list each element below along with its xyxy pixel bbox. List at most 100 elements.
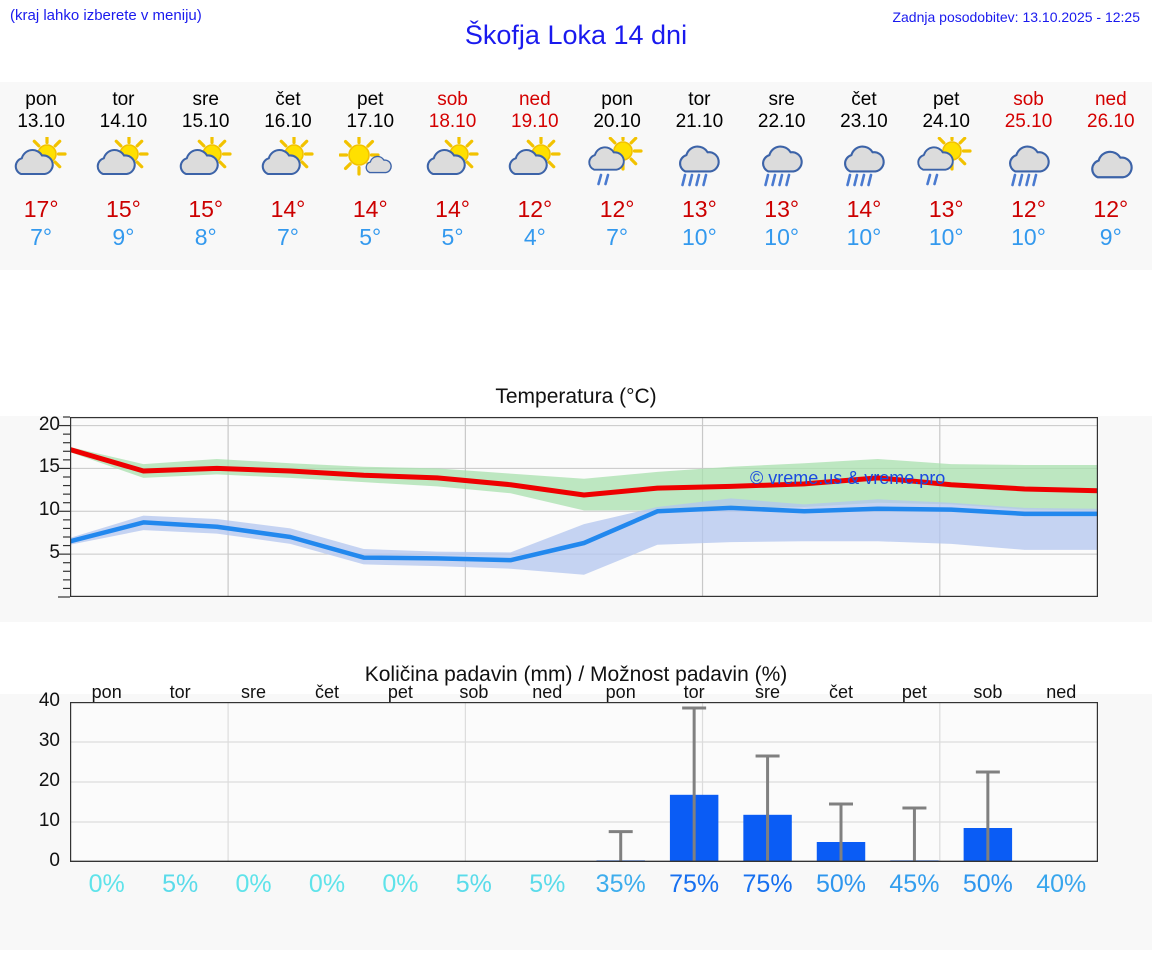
precipitation-x-tick: sre	[241, 682, 267, 702]
forecast-day-tmax: 12°	[1093, 196, 1129, 222]
precipitation-x-tick: sob	[973, 682, 1003, 702]
forecast-day-tmin: 10°	[1011, 224, 1046, 250]
temperature-chart: Temperatura (°C) 5 10 15 20 © vreme.us & vre…	[0, 382, 1152, 622]
forecast-day-tmax: 12°	[1011, 196, 1046, 222]
forecast-day-date: 19.10	[511, 111, 559, 132]
forecast-day-column[interactable]: pet 24.10 13° 10°	[905, 82, 987, 270]
forecast-day-tmax: 14°	[846, 196, 882, 222]
precipitation-probability-label: 0%	[382, 870, 419, 898]
forecast-day-tmax: 13°	[928, 196, 964, 222]
daily-forecast-strip: pon 13.10 17° 7° tor 14.10 15° 9° sre 15.10 15° 8° č…	[0, 82, 1152, 270]
forecast-day-tmax: 12°	[599, 196, 635, 222]
forecast-day-column[interactable]: ned 19.10 12° 4°	[494, 82, 576, 270]
cloud-rain-icon	[751, 137, 813, 187]
forecast-day-column[interactable]: sob 25.10 12° 10°	[987, 82, 1069, 270]
forecast-day-tmin: 8°	[194, 224, 217, 250]
sun-behind-cloud-icon	[504, 137, 566, 187]
precipitation-probability-label: 5%	[162, 870, 199, 898]
forecast-day-tmin: 10°	[764, 224, 800, 250]
forecast-day-name: pet	[933, 89, 960, 110]
forecast-day-name: sob	[1013, 89, 1044, 110]
forecast-day-date: 24.10	[922, 111, 970, 132]
cloud-rain-icon	[668, 137, 730, 187]
precipitation-probability-label: 45%	[889, 870, 940, 898]
forecast-day-column[interactable]: pon 13.10 17° 7°	[0, 82, 82, 270]
precipitation-plot-area	[69, 701, 1099, 863]
precipitation-x-tick: tor	[683, 682, 705, 702]
forecast-day-date: 23.10	[840, 111, 888, 132]
forecast-day-tmax: 13°	[682, 196, 717, 222]
forecast-day-tmax: 12°	[517, 196, 553, 222]
forecast-day-column[interactable]: sob 18.10 14° 5°	[411, 82, 493, 270]
page-header: (kraj lahko izberete v meniju) Škofja Lo…	[0, 0, 1152, 72]
forecast-day-column[interactable]: čet 23.10 14° 10°	[823, 82, 905, 270]
precipitation-x-tick: ned	[532, 682, 563, 702]
precipitation-y-tick: 20	[38, 770, 60, 791]
precipitation-probability-label: 40%	[1036, 870, 1087, 898]
precipitation-chart-title: Količina padavin (mm) / Možnost padavin …	[0, 660, 1152, 694]
precipitation-x-tick: pet	[901, 682, 927, 702]
forecast-day-date: 16.10	[264, 111, 312, 132]
forecast-day-column[interactable]: sre 15.10 15° 8°	[165, 82, 247, 270]
forecast-day-date: 14.10	[99, 111, 148, 132]
temperature-plot-svg	[67, 416, 1101, 598]
forecast-day-column[interactable]: tor 14.10 15° 9°	[82, 82, 164, 270]
forecast-day-tmax: 14°	[435, 196, 470, 222]
forecast-day-column[interactable]: pon 20.10 12° 7°	[576, 82, 658, 270]
last-updated-label: Zadnja posodobitev: 13.10.2025 - 12:25	[892, 9, 1140, 25]
precipitation-probability-label: 75%	[669, 870, 720, 898]
precipitation-probability-label: 50%	[815, 870, 867, 898]
precipitation-y-tick: 0	[49, 850, 60, 871]
precipitation-x-tick: čet	[828, 682, 853, 702]
cloud-rain-icon	[833, 137, 895, 187]
sun-behind-cloud-icon	[422, 137, 484, 187]
cloud-icon	[1080, 137, 1142, 187]
forecast-day-name: ned	[518, 89, 551, 110]
temperature-y-tick: 10	[38, 499, 60, 521]
precipitation-plot-svg	[69, 701, 1099, 863]
precipitation-x-tick: pon	[91, 682, 122, 702]
forecast-day-tmin: 7°	[30, 224, 53, 250]
forecast-day-name: tor	[688, 89, 711, 110]
forecast-day-date: 15.10	[181, 111, 230, 132]
precipitation-y-tick: 30	[38, 730, 60, 751]
copyright-annotation: © vreme.us & vreme.pro	[750, 468, 946, 488]
precipitation-x-tick: pon	[605, 682, 636, 702]
forecast-day-column[interactable]: tor 21.10 13° 10°	[658, 82, 740, 270]
precipitation-x-tick: sre	[755, 682, 781, 702]
temperature-y-tick: 5	[49, 542, 60, 564]
forecast-day-date: 26.10	[1087, 111, 1135, 132]
forecast-day-tmin: 5°	[441, 224, 464, 250]
sun-behind-cloud-light-rain-icon	[586, 137, 648, 187]
forecast-day-tmax: 14°	[270, 196, 306, 222]
forecast-day-column[interactable]: sre 22.10 13° 10°	[741, 82, 823, 270]
forecast-day-tmin: 7°	[606, 224, 629, 250]
forecast-day-name: ned	[1094, 89, 1127, 110]
forecast-day-tmin: 10°	[682, 224, 717, 250]
forecast-day-name: sre	[192, 89, 219, 110]
sun-behind-cloud-icon	[10, 137, 72, 187]
forecast-day-column[interactable]: ned 26.10 12° 9°	[1070, 82, 1152, 270]
forecast-day-date: 22.10	[757, 111, 806, 132]
precipitation-y-tick: 40	[38, 690, 60, 711]
forecast-day-tmax: 15°	[188, 196, 224, 222]
cloud-rain-icon	[998, 137, 1060, 187]
sun-behind-cloud-icon	[92, 137, 154, 187]
forecast-day-tmax: 17°	[23, 196, 59, 222]
precipitation-y-tick: 10	[38, 810, 60, 831]
forecast-day-column[interactable]: čet 16.10 14° 7°	[247, 82, 329, 270]
forecast-day-date: 13.10	[17, 111, 65, 132]
forecast-day-tmin: 7°	[276, 224, 299, 250]
forecast-day-name: pon	[601, 89, 633, 110]
forecast-day-column[interactable]: pet 17.10 14° 5°	[329, 82, 411, 270]
precipitation-probability-label: 75%	[742, 870, 793, 898]
temperature-y-tick: 20	[38, 413, 60, 435]
forecast-day-date: 21.10	[675, 111, 724, 132]
precipitation-probability-label: 35%	[595, 870, 646, 898]
precipitation-x-tick: pet	[387, 682, 413, 702]
sun-behind-cloud-light-rain-icon	[915, 137, 977, 187]
location-menu-note[interactable]: (kraj lahko izberete v meniju)	[10, 7, 202, 24]
forecast-day-date: 18.10	[428, 111, 477, 132]
precipitation-x-tick: tor	[169, 682, 191, 702]
forecast-day-tmax: 13°	[764, 196, 800, 222]
